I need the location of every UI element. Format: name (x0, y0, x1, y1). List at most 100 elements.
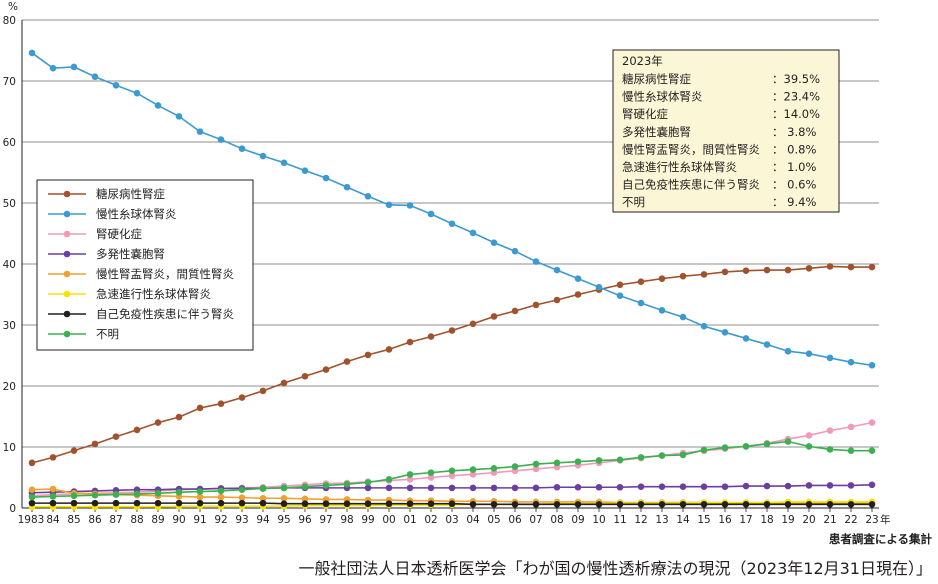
data-point (343, 500, 351, 508)
data-point (553, 266, 561, 274)
summary-row-value: ： 0.8% (772, 142, 816, 156)
summary-row-value: ： 3.8% (772, 125, 816, 139)
data-point (511, 484, 519, 492)
data-point (427, 484, 435, 492)
legend-label: 糖尿病性腎症 (96, 187, 165, 201)
data-point (805, 432, 813, 439)
legend-item: 慢性糸球体腎炎 (48, 207, 177, 221)
data-point (469, 501, 477, 508)
data-point (385, 476, 393, 483)
legend-item: 不明 (48, 327, 119, 341)
data-point (154, 499, 162, 507)
data-point (868, 263, 876, 271)
data-point (238, 494, 246, 501)
x-tick-label: 85 (67, 514, 80, 526)
legend-swatch-marker (63, 270, 71, 278)
data-point (448, 484, 456, 492)
data-point (868, 419, 876, 426)
legend-swatch-marker (63, 190, 71, 198)
data-point (49, 64, 57, 72)
data-point (259, 494, 267, 502)
data-point (448, 220, 456, 228)
data-point (259, 152, 267, 160)
data-point (49, 454, 57, 461)
x-tick-label: 13 (655, 514, 668, 526)
legend-item: 多発性嚢胞腎 (48, 247, 165, 261)
data-point (658, 452, 666, 459)
axes (21, 20, 879, 509)
data-point (259, 485, 267, 492)
x-tick-label: 91 (193, 514, 206, 526)
data-point (259, 387, 267, 395)
data-point (868, 501, 876, 508)
data-point (847, 358, 855, 366)
data-point (679, 451, 687, 459)
data-point (175, 499, 183, 507)
x-tick-label: 15 (697, 514, 710, 526)
data-point (133, 490, 141, 498)
data-point (847, 263, 855, 271)
data-point (700, 446, 708, 454)
legend-swatch-marker (63, 230, 71, 238)
data-point (217, 493, 225, 501)
y-tick-label: 70 (3, 76, 16, 88)
summary-row-value: ： 0.6% (772, 178, 816, 192)
data-point (847, 423, 855, 431)
data-point (280, 484, 288, 492)
data-point (637, 454, 645, 461)
data-point (175, 113, 183, 120)
series-2 (28, 49, 876, 369)
data-point (301, 372, 309, 380)
y-tick-label: 20 (3, 381, 16, 393)
data-point (616, 281, 624, 289)
data-point (532, 460, 540, 468)
data-point (448, 472, 456, 479)
data-point (322, 500, 330, 508)
x-tick-label: 1983 (18, 514, 45, 526)
data-point (343, 480, 351, 488)
y-tick-label: 10 (3, 442, 16, 454)
data-point (427, 210, 435, 218)
legend-frame (36, 179, 254, 351)
x-tick-label: 97 (319, 514, 332, 526)
x-tick-label: 07 (529, 514, 542, 526)
data-point (406, 476, 414, 483)
x-tick-label: 92 (214, 514, 227, 526)
data-point (406, 338, 414, 346)
legend-swatch-marker (63, 210, 71, 218)
legend-item: 慢性腎盂腎炎，間質性腎炎 (48, 267, 234, 281)
data-point (595, 501, 603, 508)
data-point (532, 501, 540, 508)
data-point (658, 501, 666, 508)
data-point (490, 501, 498, 508)
data-point (427, 474, 435, 481)
x-tick-label: 21 (823, 514, 836, 526)
data-point (763, 341, 771, 348)
summary-row-value: ： 9.4% (772, 195, 816, 209)
data-point (847, 501, 855, 508)
data-point (196, 404, 204, 412)
data-point (658, 275, 666, 282)
data-point (469, 466, 477, 473)
x-tick-label: 87 (109, 514, 122, 526)
data-point (301, 167, 309, 174)
summary-title: 2023年 (622, 54, 663, 68)
data-point (385, 346, 393, 353)
data-point (448, 500, 456, 508)
x-tick-label: 03 (445, 514, 458, 526)
data-point (91, 491, 99, 499)
data-point (847, 482, 855, 489)
summary-row-label: 腎硬化症 (622, 107, 668, 121)
data-point (406, 500, 414, 508)
data-point (343, 183, 351, 191)
data-point (784, 347, 792, 355)
x-tick-label: 86 (88, 514, 102, 526)
data-point (364, 479, 372, 486)
x-tick-label: 00 (382, 514, 395, 526)
data-point (469, 484, 477, 492)
data-point (175, 488, 183, 496)
data-point (70, 492, 78, 500)
data-point (742, 443, 750, 450)
data-point (385, 500, 393, 508)
y-tick-label: 40 (3, 259, 16, 271)
